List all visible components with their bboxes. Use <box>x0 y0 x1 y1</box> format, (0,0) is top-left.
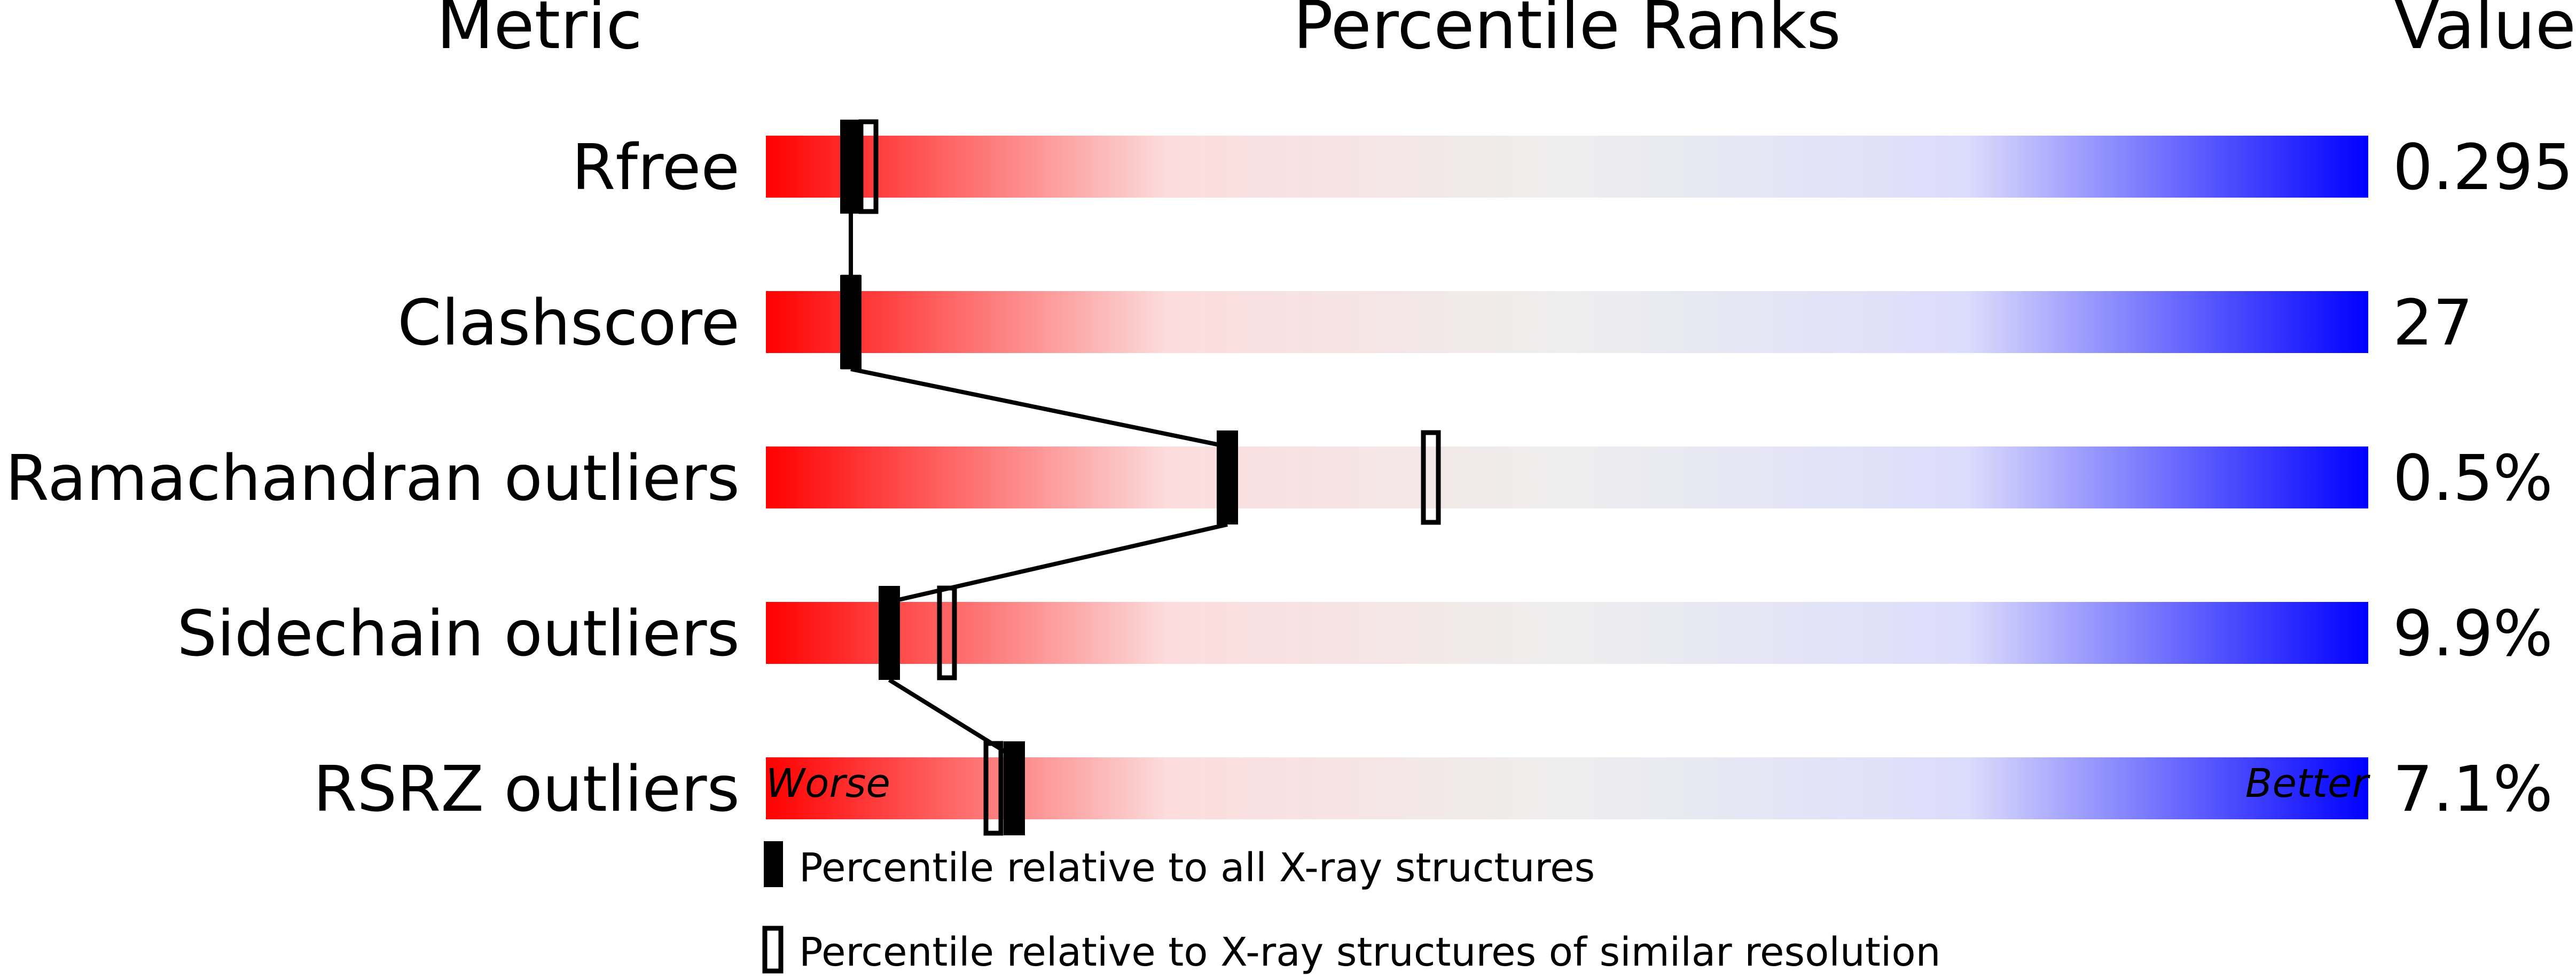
marker-all-structures <box>1004 741 1025 835</box>
percentile-bar <box>766 136 2368 198</box>
metric-value: 27 <box>2393 286 2473 359</box>
marker-similar-resolution <box>983 741 1004 836</box>
percentile-bar <box>766 757 2368 819</box>
percentile-bar <box>766 447 2368 508</box>
marker-all-structures <box>840 120 862 214</box>
header-value: Value <box>2394 0 2576 64</box>
metric-value: 0.295 <box>2393 130 2573 204</box>
marker-similar-resolution <box>1421 430 1441 525</box>
percentile-bar <box>766 291 2368 353</box>
connector-line <box>850 367 1228 449</box>
metric-label: Rfree <box>571 130 740 204</box>
marker-all-structures <box>840 275 862 369</box>
metric-label: Sidechain outliers <box>177 597 740 670</box>
marker-all-structures <box>1217 430 1238 524</box>
header-percentile: Percentile Ranks <box>1293 0 1841 64</box>
legend-open-label: Percentile relative to X-ray structures … <box>799 929 1941 975</box>
metric-value: 9.9% <box>2393 597 2553 670</box>
metric-value: 7.1% <box>2393 752 2553 826</box>
metric-value: 0.5% <box>2393 441 2553 515</box>
header-metric: Metric <box>436 0 643 64</box>
metric-label: RSRZ outliers <box>313 752 740 826</box>
marker-similar-resolution <box>858 119 879 214</box>
percentile-bar <box>766 602 2368 664</box>
marker-similar-resolution <box>937 585 957 680</box>
legend-open-marker-icon <box>762 926 784 974</box>
legend-filled-marker-icon <box>764 841 783 887</box>
metric-label: Clashscore <box>397 286 740 359</box>
legend-filled-label: Percentile relative to all X-ray structu… <box>799 845 1595 891</box>
worse-label: Worse <box>766 761 890 806</box>
metric-label: Ramachandran outliers <box>5 441 740 515</box>
better-label: Better <box>2245 761 2371 806</box>
marker-all-structures <box>879 586 900 680</box>
